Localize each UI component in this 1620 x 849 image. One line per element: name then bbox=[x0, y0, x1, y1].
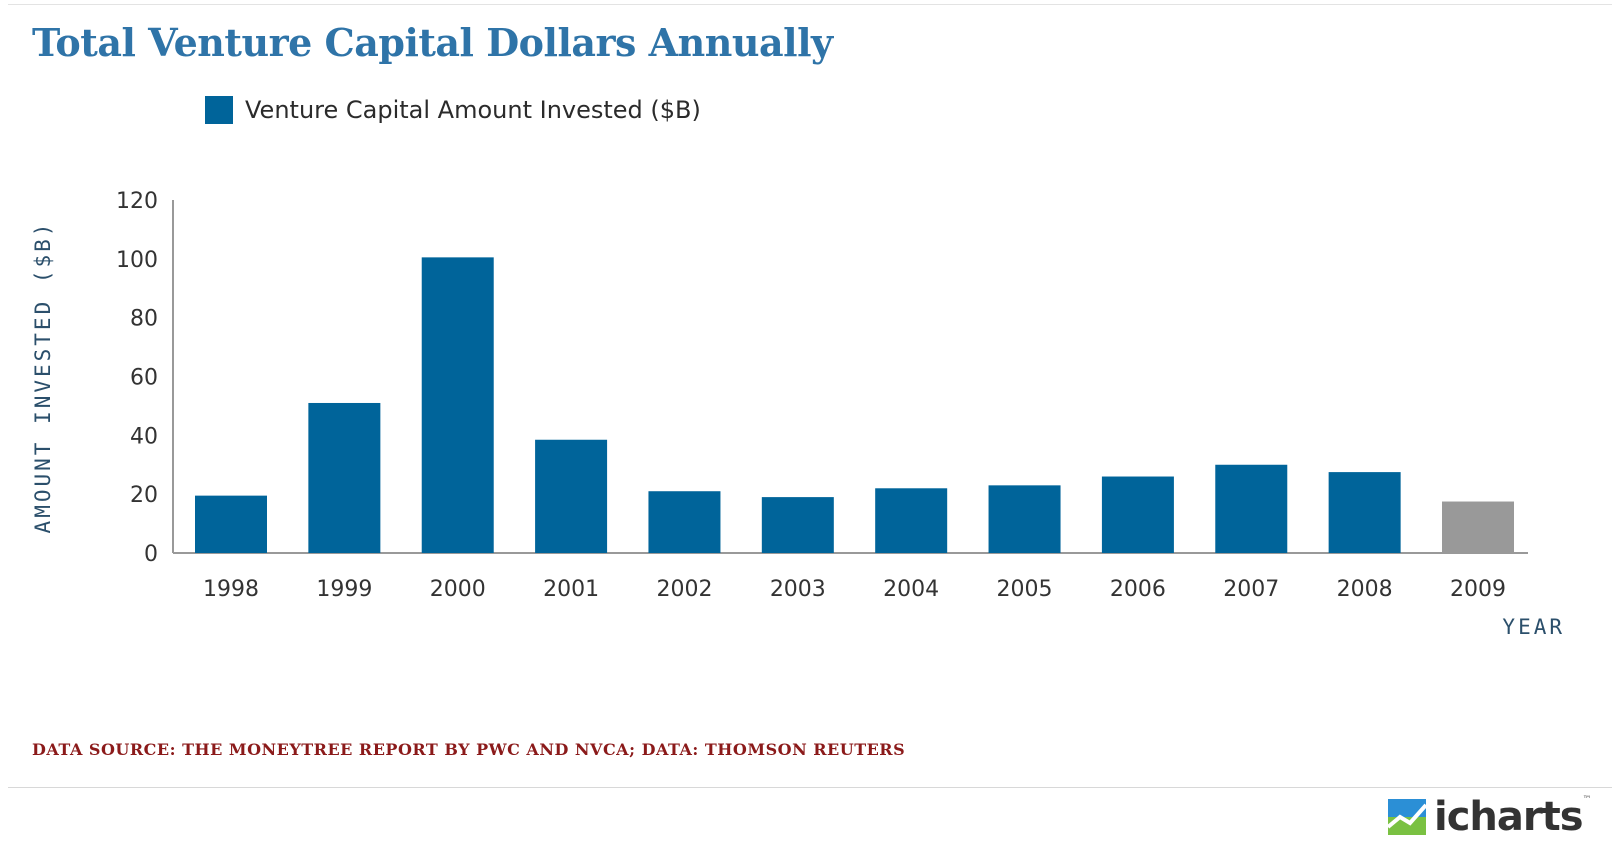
y-tick-label: 80 bbox=[130, 307, 158, 332]
bar-2001 bbox=[535, 439, 608, 553]
bar-2002 bbox=[648, 491, 721, 553]
data-source-note: DATA SOURCE: THE MONEYTREE REPORT BY PWC… bbox=[32, 740, 906, 759]
x-tick-label: 2002 bbox=[656, 577, 712, 602]
x-tick-label: 2006 bbox=[1110, 577, 1166, 602]
bar-1998 bbox=[195, 495, 267, 553]
bar-2009 bbox=[1442, 501, 1514, 553]
bar-2007 bbox=[1215, 464, 1288, 553]
y-tick-label: 0 bbox=[144, 542, 158, 567]
x-axis-ticks: 1998 1999 2000 2001 2002 2003 2004 2005 2006 2007… bbox=[203, 577, 1506, 602]
y-tick-label: 120 bbox=[116, 189, 158, 214]
y-axis-title: AMOUNT INVESTED ($B) bbox=[31, 221, 55, 534]
x-tick-label: 1998 bbox=[203, 577, 259, 602]
x-tick-label: 2008 bbox=[1337, 577, 1393, 602]
y-tick-label: 60 bbox=[130, 366, 158, 391]
bar-2005 bbox=[988, 485, 1061, 553]
x-tick-label: 2004 bbox=[883, 577, 939, 602]
bar-2006 bbox=[1101, 476, 1174, 553]
y-tick-label: 40 bbox=[130, 424, 158, 449]
chart-frame bbox=[8, 4, 1612, 841]
chart-title: Total Venture Capital Dollars Annually bbox=[32, 20, 833, 65]
x-axis-title: YEAR bbox=[1502, 615, 1565, 639]
legend-label: Venture Capital Amount Invested ($B) bbox=[245, 96, 701, 124]
x-tick-label: 2007 bbox=[1223, 577, 1279, 602]
x-tick-label: 2009 bbox=[1450, 577, 1506, 602]
x-tick-label: 2005 bbox=[997, 577, 1053, 602]
logo-text: icharts bbox=[1434, 794, 1584, 840]
bar-2004 bbox=[875, 488, 948, 553]
bar-2008 bbox=[1328, 472, 1401, 553]
y-axis-ticks: 0 20 40 60 80 100 120 bbox=[116, 189, 158, 567]
icharts-logo[interactable]: icharts ™ bbox=[1388, 793, 1592, 841]
bar-1999 bbox=[308, 402, 381, 553]
logo-trademark: ™ bbox=[1582, 795, 1592, 805]
x-tick-label: 2000 bbox=[430, 577, 486, 602]
bars bbox=[195, 257, 1514, 553]
y-axis-title-group: AMOUNT INVESTED ($B) bbox=[31, 221, 55, 534]
y-tick-label: 20 bbox=[130, 483, 158, 508]
bar-2000 bbox=[421, 257, 494, 553]
x-tick-label: 2001 bbox=[543, 577, 599, 602]
footer-divider bbox=[8, 787, 1612, 788]
legend-swatch bbox=[205, 96, 233, 124]
y-tick-label: 100 bbox=[116, 248, 158, 273]
legend[interactable]: Venture Capital Amount Invested ($B) bbox=[205, 90, 701, 130]
chart-trend-icon bbox=[1388, 799, 1428, 835]
bar-2003 bbox=[761, 497, 834, 553]
x-tick-label: 2003 bbox=[770, 577, 826, 602]
x-tick-label: 1999 bbox=[316, 577, 372, 602]
